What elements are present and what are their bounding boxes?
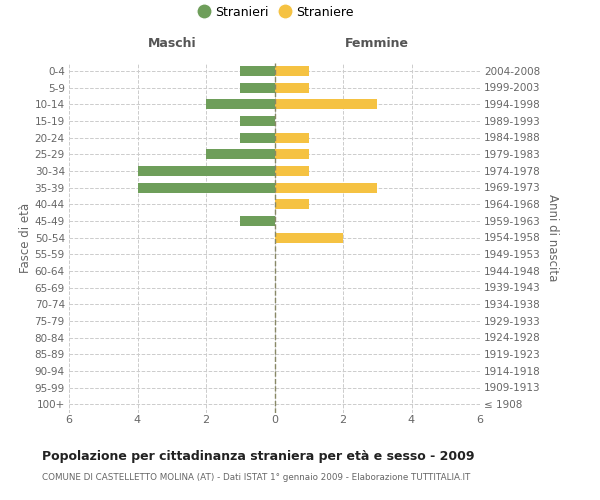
- Bar: [275, 199, 309, 209]
- Text: Popolazione per cittadinanza straniera per età e sesso - 2009: Popolazione per cittadinanza straniera p…: [42, 450, 475, 463]
- Bar: [275, 232, 343, 242]
- Bar: [275, 132, 309, 142]
- Bar: [275, 149, 309, 159]
- Bar: [275, 66, 309, 76]
- Bar: [240, 116, 275, 126]
- Bar: [206, 149, 275, 159]
- Bar: [240, 216, 275, 226]
- Text: Femmine: Femmine: [345, 37, 409, 50]
- Bar: [275, 182, 377, 192]
- Bar: [206, 99, 275, 109]
- Bar: [137, 182, 275, 192]
- Bar: [275, 99, 377, 109]
- Legend: Stranieri, Straniere: Stranieri, Straniere: [193, 1, 359, 24]
- Y-axis label: Fasce di età: Fasce di età: [19, 202, 32, 272]
- Bar: [240, 82, 275, 92]
- Bar: [240, 66, 275, 76]
- Bar: [275, 166, 309, 176]
- Bar: [137, 166, 275, 176]
- Bar: [275, 82, 309, 92]
- Text: Maschi: Maschi: [148, 37, 196, 50]
- Bar: [240, 132, 275, 142]
- Y-axis label: Anni di nascita: Anni di nascita: [547, 194, 559, 281]
- Text: COMUNE DI CASTELLETTO MOLINA (AT) - Dati ISTAT 1° gennaio 2009 - Elaborazione TU: COMUNE DI CASTELLETTO MOLINA (AT) - Dati…: [42, 472, 470, 482]
